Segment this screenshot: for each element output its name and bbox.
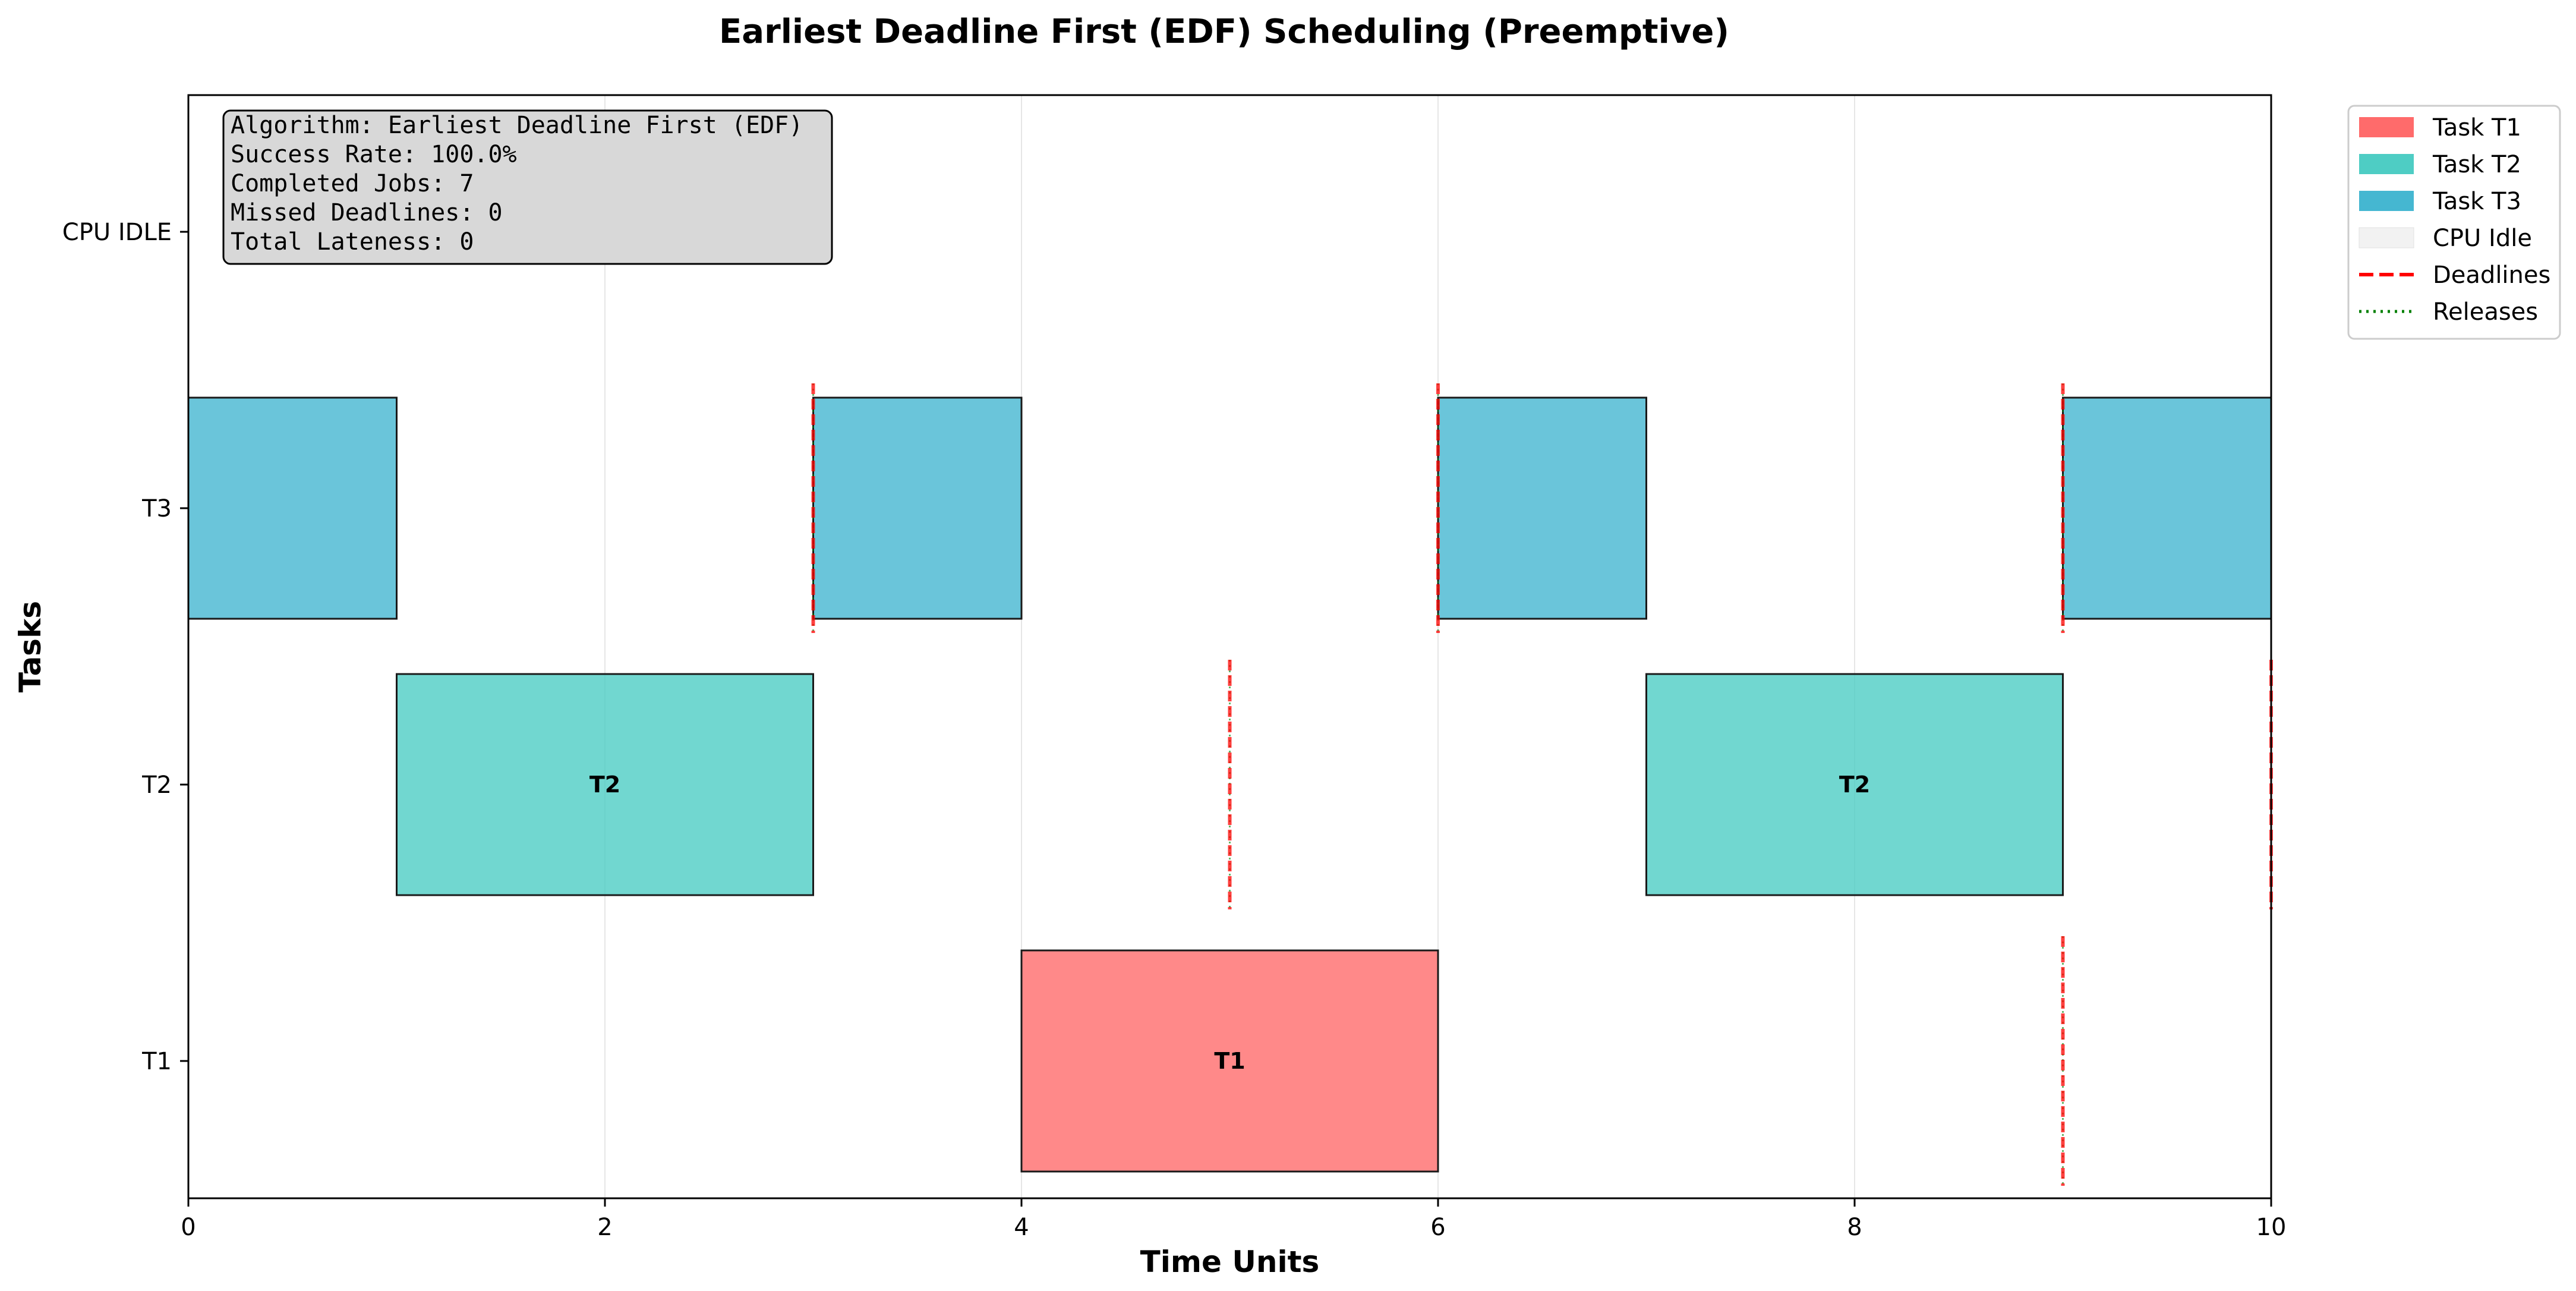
info-line: Algorithm: Earliest Deadline First (EDF) <box>231 112 803 139</box>
legend-entry-label: Deadlines <box>2433 262 2550 289</box>
bar-label: T2 <box>1839 772 1870 798</box>
bar-label: T2 <box>589 772 620 798</box>
y-axis-label: Tasks <box>13 601 48 692</box>
legend-entry-label: Task T2 <box>2432 151 2521 178</box>
x-tick-label: 4 <box>1014 1214 1029 1241</box>
plot-frame <box>187 94 2272 1199</box>
y-tick-label: T1 <box>141 1048 172 1075</box>
legend-entry-label: Releases <box>2433 298 2538 326</box>
task-bar-t2 <box>1645 673 2064 896</box>
task-segments: T2 T1 T2 <box>187 396 2272 1173</box>
legend-swatch <box>2359 154 2414 174</box>
legend-entry-label: Task T3 <box>2432 188 2521 215</box>
y-tick-label: T2 <box>141 772 172 799</box>
x-tick-label: 8 <box>1847 1214 1862 1241</box>
y-tick-label: CPU IDLE <box>62 219 172 246</box>
x-tick-label: 10 <box>2256 1214 2287 1241</box>
legend-entry-label: Task T1 <box>2432 114 2521 141</box>
info-line: Success Rate: 100.0% <box>231 141 517 168</box>
info-line: Total Lateness: 0 <box>231 228 474 256</box>
info-box-background <box>222 109 833 265</box>
task-bar-t3 <box>812 396 1023 620</box>
task-bar-t1 <box>1020 949 1439 1173</box>
legend-swatch <box>2359 191 2414 211</box>
deadline-markers <box>811 383 2273 1186</box>
legend: Task T1 Task T2 Task T3 CPU Idle Deadlines Re… <box>2347 105 2561 340</box>
legend-entry-label: CPU Idle <box>2433 225 2532 252</box>
x-tick-label: 0 <box>181 1214 196 1241</box>
legend-swatch <box>2359 117 2414 137</box>
x-axis-label: Time Units <box>1140 1245 1320 1279</box>
y-tick-label: T3 <box>141 495 172 522</box>
task-bar-t2 <box>396 673 814 896</box>
task-bar-t3 <box>1437 396 1647 620</box>
info-line: Completed Jobs: 7 <box>231 170 474 197</box>
info-box: Algorithm: Earliest Deadline First (EDF)… <box>222 109 833 265</box>
bar-label: T1 <box>1214 1048 1245 1074</box>
legend-swatch <box>2359 227 2414 248</box>
task-bar-t3 <box>187 396 398 620</box>
x-tick-label: 6 <box>1430 1214 1445 1241</box>
info-line: Missed Deadlines: 0 <box>231 199 503 226</box>
x-tick-label: 2 <box>597 1214 612 1241</box>
task-bar-t3 <box>2062 396 2272 620</box>
chart-title: Earliest Deadline First (EDF) Scheduling… <box>719 12 1729 51</box>
axis-ticks: 0 2 4 6 8 10 T1 T2 T3 CPU IDLE <box>62 219 2287 1241</box>
